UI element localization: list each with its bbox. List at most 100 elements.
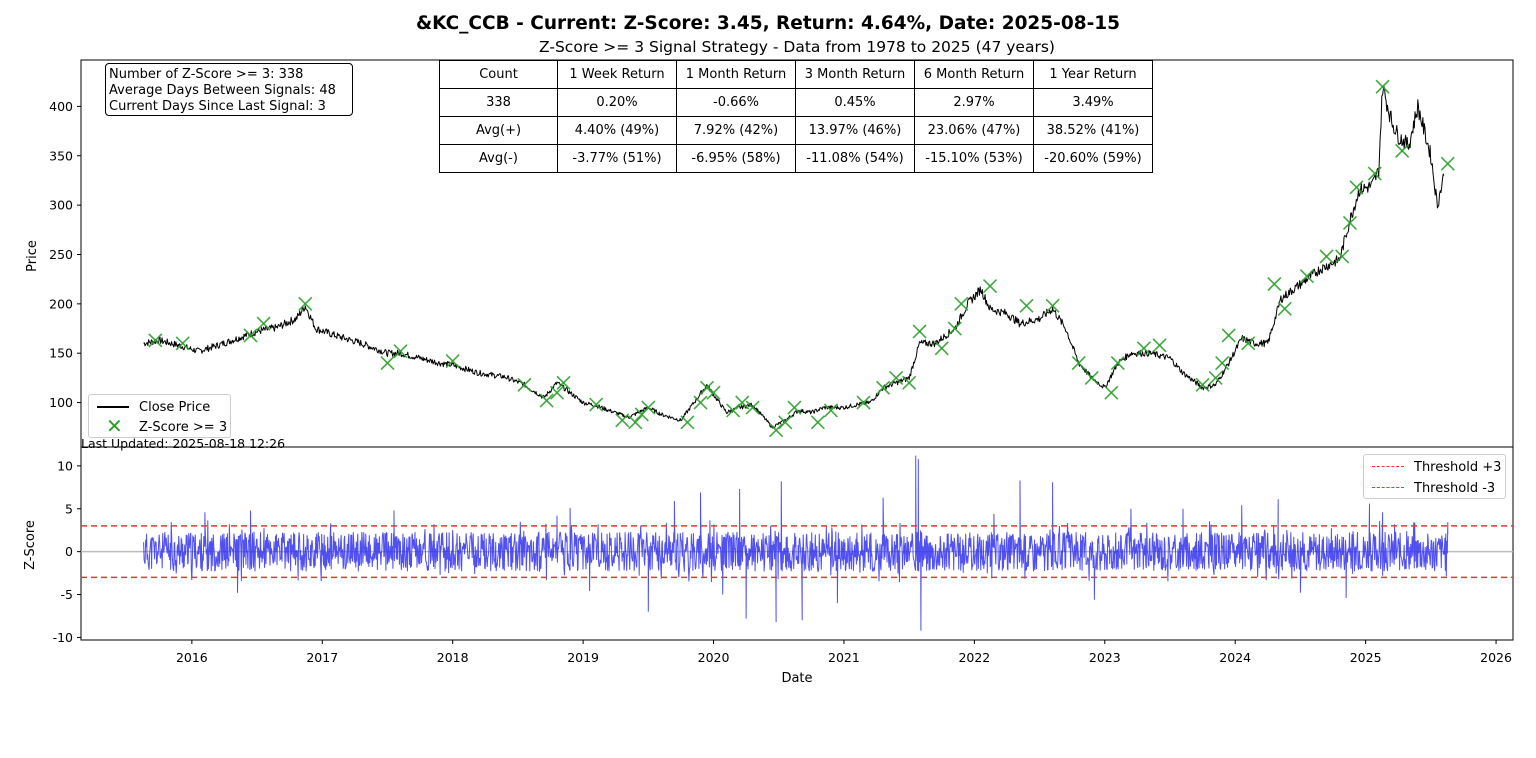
price-y-tick-label: 150 [49, 346, 73, 361]
signal-marker [680, 415, 695, 430]
signal-marker [706, 385, 721, 400]
signal-series [148, 79, 1455, 438]
signal-marker [148, 333, 163, 348]
close-price-line [143, 86, 1445, 429]
price-y-tick-label: 250 [49, 247, 73, 262]
signal-marker [726, 403, 741, 418]
signal-marker [769, 423, 784, 438]
signal-marker [745, 400, 760, 415]
signal-marker [982, 279, 998, 294]
signal-marker [1367, 166, 1382, 181]
table-cell: 338 [439, 88, 558, 117]
table-cell: -3.77% (51%) [557, 144, 677, 173]
info-avg-days: Average Days Between Signals: 48 [109, 83, 336, 98]
chart-title: &KC_CCB - Current: Z-Score: 3.45, Return… [416, 13, 1120, 34]
table-header-cell: Count [439, 60, 558, 89]
table-cell: -0.66% [676, 88, 796, 117]
legend-label: Z-Score >= 3 [139, 419, 228, 435]
last-updated-text: Last Updated: 2025-08-18 12:26 [81, 436, 286, 451]
price-y-tick-label: 300 [49, 198, 73, 213]
signal-marker [787, 400, 802, 415]
signal-marker [902, 375, 917, 390]
legend-label: Threshold +3 [1414, 459, 1502, 475]
signal-marker [1215, 356, 1230, 371]
dashed-line-swatch-icon [1372, 466, 1404, 467]
price-y-tick-label: 400 [49, 99, 73, 114]
signal-marker [876, 380, 891, 395]
signal-marker [556, 375, 571, 390]
price-y-ticks: 100 150 200 250 300 350 400 [49, 99, 81, 410]
returns-table: Count 1 Week Return 1 Month Return 3 Mon… [439, 60, 1153, 173]
signal-marker [1277, 301, 1292, 316]
zscore-y-tick-label: -10 [53, 630, 73, 645]
date-x-tick-label: 2019 [567, 650, 599, 665]
table-cell: 4.40% (49%) [557, 116, 677, 145]
table-row: Avg(-) -3.77% (51%) -6.95% (58%) -11.08%… [439, 144, 1153, 173]
table-cell: -6.95% (58%) [676, 144, 796, 173]
signal-marker [256, 316, 271, 331]
signal-marker [1241, 336, 1256, 351]
legend-item-signal: ✕ Z-Score >= 3 [89, 414, 228, 438]
signal-marker [810, 415, 825, 430]
zscore-line [143, 455, 1449, 631]
table-header-cell: 3 Month Return [795, 60, 915, 89]
date-x-tick-label: 2021 [828, 650, 860, 665]
table-row: 338 0.20% -0.66% 0.45% 2.97% 3.49% [439, 88, 1153, 117]
legend-item-threshold-plus: Threshold +3 [1364, 457, 1501, 477]
returns-table-header: Count 1 Week Return 1 Month Return 3 Mon… [439, 60, 1153, 89]
price-y-tick-label: 100 [49, 395, 73, 410]
signal-marker [1221, 328, 1236, 343]
date-x-tick-label: 2018 [437, 650, 469, 665]
signal-marker [615, 413, 630, 428]
signal-marker [1084, 370, 1099, 385]
zscore-y-ticks: -10 -5 0 5 10 [53, 458, 81, 645]
zscore-y-tick-label: -5 [61, 587, 73, 602]
table-cell: 0.20% [557, 88, 677, 117]
table-header-cell: 6 Month Return [914, 60, 1034, 89]
signal-marker [175, 336, 190, 351]
zscore-y-axis-label: Z-Score [23, 520, 38, 570]
signal-marker [298, 296, 313, 311]
date-x-ticks: 2016 2017 2018 2019 2020 2021 2022 2023 2024 2025… [176, 640, 1512, 665]
table-cell: 2.97% [914, 88, 1034, 117]
signal-marker [1319, 249, 1334, 264]
x-marker-icon: ✕ [106, 414, 123, 438]
signal-marker [1195, 377, 1210, 392]
date-x-tick-label: 2024 [1219, 650, 1251, 665]
table-cell: Avg(+) [439, 116, 558, 145]
signal-info-box: Number of Z-Score >= 3: 338 Average Days… [105, 63, 353, 116]
table-header-cell: 1 Month Return [676, 60, 796, 89]
signal-marker [947, 321, 962, 336]
signal-marker [778, 415, 793, 430]
date-x-tick-label: 2026 [1480, 650, 1512, 665]
table-cell: 3.49% [1033, 88, 1153, 117]
price-y-tick-label: 350 [49, 148, 73, 163]
table-cell: 7.92% (42%) [676, 116, 796, 145]
signal-marker [628, 415, 643, 430]
line-swatch-icon [97, 406, 129, 408]
price-y-tick-label: 200 [49, 296, 73, 311]
date-x-tick-label: 2017 [306, 650, 338, 665]
signal-marker [1267, 277, 1282, 292]
signal-marker [393, 344, 408, 359]
table-cell: -20.60% (59%) [1033, 144, 1153, 173]
signal-marker [1299, 269, 1315, 284]
table-cell: Avg(-) [439, 144, 558, 173]
signal-marker [243, 328, 258, 343]
signal-marker [1342, 215, 1358, 230]
table-cell: 38.52% (41%) [1033, 116, 1153, 145]
signal-marker [589, 397, 604, 412]
zscore-y-tick-label: 5 [65, 501, 73, 516]
signal-marker [1019, 298, 1034, 313]
signal-marker [856, 395, 871, 410]
zscore-y-tick-label: 10 [57, 458, 73, 473]
zscore-y-tick-label: 0 [65, 544, 73, 559]
signal-marker [889, 370, 904, 385]
signal-marker [1152, 338, 1167, 353]
signal-marker [693, 395, 708, 410]
chart-subtitle: Z-Score >= 3 Signal Strategy - Data from… [539, 38, 1055, 56]
signal-marker [1136, 341, 1151, 356]
date-x-tick-label: 2016 [176, 650, 208, 665]
signal-marker [1110, 356, 1125, 371]
